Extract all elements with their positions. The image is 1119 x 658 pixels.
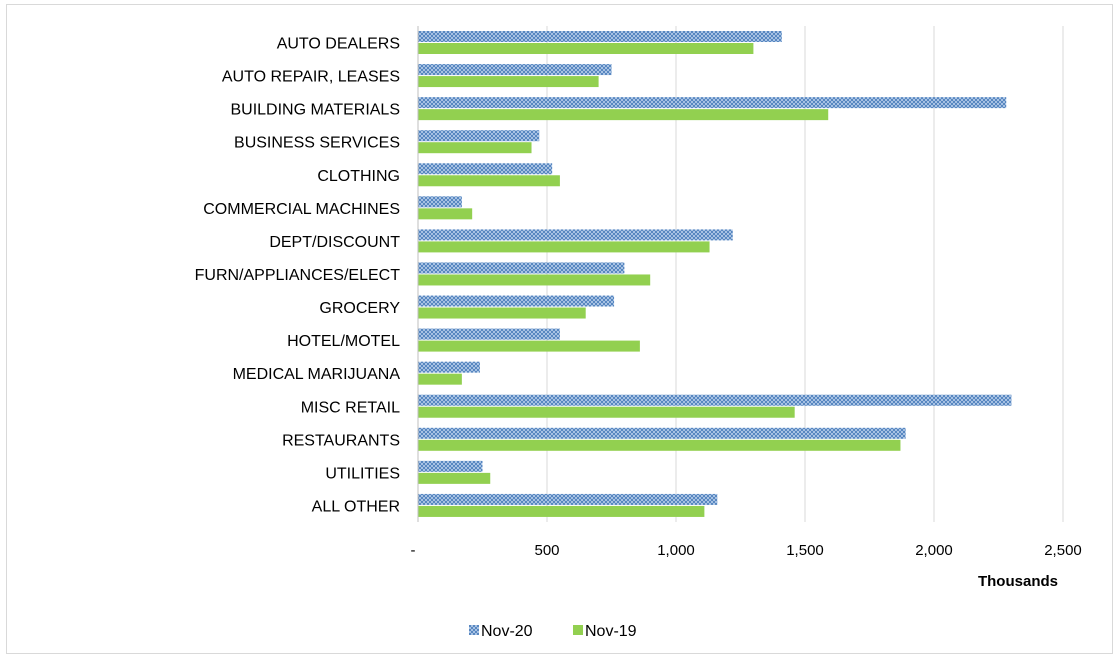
category-label: MISC RETAIL <box>301 399 400 416</box>
legend-swatch-nov-19 <box>573 625 583 635</box>
bar-nov-20-3 <box>418 130 540 142</box>
category-label: MEDICAL MARIJUANA <box>233 366 401 383</box>
bar-nov-20-12 <box>418 427 906 439</box>
category-label: AUTO REPAIR, LEASES <box>222 69 400 86</box>
category-label: FURN/APPLIANCES/ELECT <box>195 267 401 284</box>
bar-nov-19-11 <box>418 406 795 418</box>
bar-nov-20-8 <box>418 295 615 307</box>
category-label: COMMERCIAL MACHINES <box>203 201 400 218</box>
bar-nov-19-14 <box>418 505 705 517</box>
bar-nov-19-5 <box>418 208 473 220</box>
bar-nov-19-12 <box>418 439 901 451</box>
x-tick-label: 2,000 <box>915 542 953 559</box>
bar-nov-20-9 <box>418 328 560 340</box>
x-axis-unit-label: Thousands <box>978 573 1058 590</box>
bar-nov-19-0 <box>418 43 754 54</box>
x-tick-label: 2,500 <box>1044 542 1082 559</box>
legend-label-nov-20: Nov-20 <box>481 623 533 640</box>
bars <box>418 31 1012 517</box>
bar-nov-20-4 <box>418 163 553 175</box>
bar-nov-19-7 <box>418 274 651 286</box>
x-tick-label: 1,500 <box>786 542 824 559</box>
x-tick-labels: - 500 1,000 1,500 2,000 2,500 <box>411 542 1082 559</box>
category-label: ALL OTHER <box>312 498 400 515</box>
x-tick-label: 1,000 <box>657 542 695 559</box>
bar-nov-19-10 <box>418 373 462 385</box>
category-label: GROCERY <box>319 300 400 317</box>
bar-nov-20-1 <box>418 64 612 76</box>
category-label: DEPT/DISCOUNT <box>269 234 400 251</box>
bar-nov-20-14 <box>418 493 718 505</box>
bar-nov-20-7 <box>418 262 625 274</box>
category-label: BUSINESS SERVICES <box>234 135 400 152</box>
legend-label-nov-19: Nov-19 <box>585 623 637 640</box>
bar-nov-20-13 <box>418 460 483 472</box>
category-label: AUTO DEALERS <box>277 36 400 53</box>
bar-nov-20-2 <box>418 97 1007 109</box>
x-tick-label: 500 <box>534 542 559 559</box>
bar-nov-19-6 <box>418 241 710 253</box>
legend: Nov-20 Nov-19 <box>469 623 637 640</box>
x-tick-label: - <box>411 542 416 559</box>
bar-nov-19-13 <box>418 472 491 484</box>
category-label: RESTAURANTS <box>282 432 400 449</box>
bar-nov-19-4 <box>418 175 560 187</box>
bar-nov-20-0 <box>418 31 782 42</box>
bar-nov-20-6 <box>418 229 733 241</box>
legend-swatch-nov-20 <box>469 625 479 635</box>
category-labels: AUTO DEALERS AUTO REPAIR, LEASES BUILDING … <box>195 36 401 516</box>
category-label: BUILDING MATERIALS <box>230 102 400 119</box>
category-label: HOTEL/MOTEL <box>287 333 400 350</box>
category-label: CLOTHING <box>317 168 400 185</box>
bar-nov-20-5 <box>418 196 462 208</box>
bar-nov-20-10 <box>418 361 480 373</box>
gridlines <box>546 26 1064 522</box>
bar-nov-19-3 <box>418 142 532 154</box>
category-label: UTILITIES <box>325 465 400 482</box>
bar-nov-19-1 <box>418 76 599 88</box>
bar-nov-20-11 <box>418 394 1012 406</box>
bar-nov-19-8 <box>418 307 586 319</box>
bar-nov-19-9 <box>418 340 640 352</box>
bar-nov-19-2 <box>418 109 829 121</box>
